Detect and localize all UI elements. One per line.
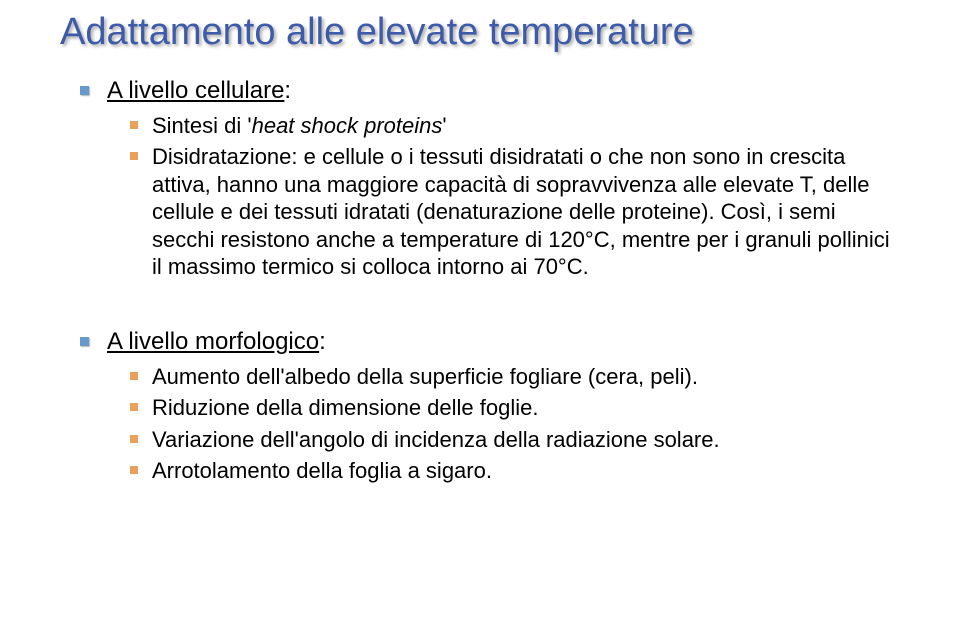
list-item: Aumento dell'albedo della superficie fog… [130, 363, 900, 391]
text-part: ' [442, 113, 446, 138]
bullet-icon [80, 86, 89, 95]
text-part: Sintesi di ' [152, 113, 252, 138]
item-text: Disidratazione: e cellule o i tessuti di… [152, 143, 900, 281]
bullet-icon [130, 152, 138, 160]
heading-text: A livello cellulare [107, 77, 284, 104]
slide: Adattamento alle elevate temperature A l… [0, 0, 960, 643]
section-heading: A livello cellulare: [107, 76, 291, 106]
section-morphological: A livello morfologico: [80, 327, 900, 357]
item-text: Sintesi di 'heat shock proteins' [152, 112, 447, 140]
bullet-icon [130, 466, 138, 474]
heading-colon: : [284, 77, 291, 104]
bullet-icon [80, 337, 89, 346]
item-text: Riduzione della dimensione delle foglie. [152, 394, 538, 422]
bullet-icon [130, 403, 138, 411]
item-text: Aumento dell'albedo della superficie fog… [152, 363, 698, 391]
bullet-icon [130, 121, 138, 129]
bullet-icon [130, 372, 138, 380]
section-cellular: A livello cellulare: [80, 76, 900, 106]
list-item: Riduzione della dimensione delle foglie. [130, 394, 900, 422]
bullet-icon [130, 435, 138, 443]
list-item: Variazione dell'angolo di incidenza dell… [130, 426, 900, 454]
heading-colon: : [319, 328, 326, 355]
spacer [60, 285, 900, 327]
list-item: Arrotolamento della foglia a sigaro. [130, 457, 900, 485]
item-text: Variazione dell'angolo di incidenza dell… [152, 426, 720, 454]
text-italic: heat shock proteins [252, 113, 443, 138]
list-item: Sintesi di 'heat shock proteins' [130, 112, 900, 140]
heading-text: A livello morfologico [107, 328, 319, 355]
section-heading: A livello morfologico: [107, 327, 326, 357]
slide-title: Adattamento alle elevate temperature [60, 12, 900, 54]
list-item: Disidratazione: e cellule o i tessuti di… [130, 143, 900, 281]
item-text: Arrotolamento della foglia a sigaro. [152, 457, 492, 485]
